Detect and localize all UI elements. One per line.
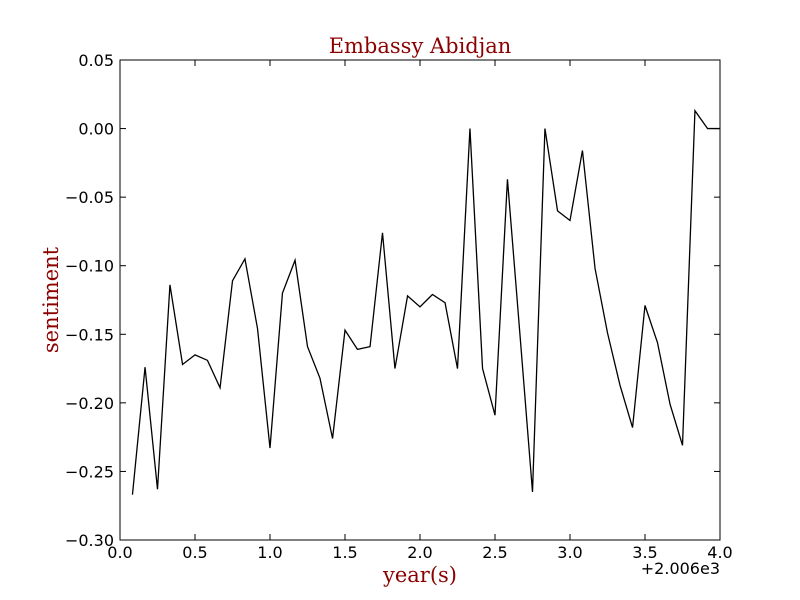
x-tick-label: 3.0	[557, 543, 582, 562]
series-layer	[131, 108, 720, 495]
y-tick-label: −0.15	[65, 325, 114, 344]
chart-title: Embassy Abidjan	[329, 34, 512, 58]
y-tick-label: −0.20	[65, 394, 114, 413]
x-tick-label: 1.0	[257, 543, 282, 562]
series-line-0	[131, 108, 720, 495]
y-axis-label: sentiment	[39, 246, 63, 353]
x-tick-label: 1.5	[332, 543, 357, 562]
x-tick-label: 2.5	[482, 543, 507, 562]
x-tick-label: 0.0	[107, 543, 132, 562]
x-tick-label: 2.0	[407, 543, 432, 562]
y-tick-label: 0.05	[78, 51, 114, 70]
y-tick-label: −0.25	[65, 462, 114, 481]
y-tick-label: 0.00	[78, 120, 114, 139]
tick-layer: 0.0 0.5 1.0 1.5 2.0 2.5 3.0 3.5 4.0 −0.30 −0.25 −0.…	[65, 51, 733, 562]
x-tick-label: 0.5	[182, 543, 207, 562]
plot-area-frame	[119, 59, 721, 541]
x-tick-label: 4.0	[707, 543, 732, 562]
x-tick-label: 3.5	[632, 543, 657, 562]
y-tick-label: −0.05	[65, 188, 114, 207]
y-tick-label: −0.30	[65, 531, 114, 550]
y-tick-label: −0.10	[65, 257, 114, 276]
x-axis-label: year(s)	[382, 563, 457, 587]
x-axis-offset-label: +2.006e3	[641, 559, 720, 578]
